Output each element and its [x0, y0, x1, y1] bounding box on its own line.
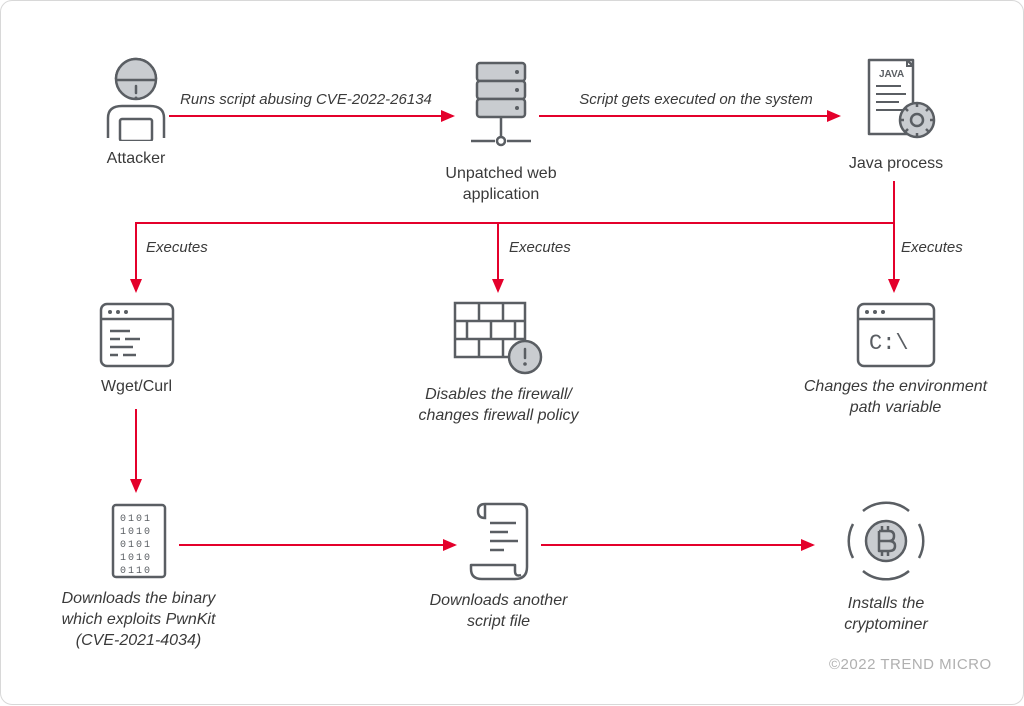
scroll-icon [464, 501, 534, 583]
svg-text:JAVA: JAVA [879, 69, 904, 80]
node-cryptominer: B Installs th [811, 496, 961, 636]
crypto-icon: B [839, 496, 934, 586]
attacker-label: Attacker [91, 149, 181, 170]
svg-text:0110: 0110 [120, 566, 152, 577]
node-firewall: Disables the firewall/changes firewall p… [401, 299, 596, 427]
edge-label-2: Executes [146, 239, 208, 256]
firewall-label: Disables the firewall/changes firewall p… [401, 385, 596, 427]
svg-text:1010: 1010 [120, 527, 152, 538]
envpath-label: Changes the environmentpath variable [798, 377, 993, 419]
node-java: JAVA Java process [841, 56, 951, 175]
webapp-label: Unpatched web application [406, 164, 596, 206]
node-attacker: Attacker [91, 56, 181, 170]
node-binary: 0101 1010 0101 1010 0110 Downloads the b… [51, 501, 226, 651]
wget-label: Wget/Curl [89, 377, 184, 398]
edge-label-4: Executes [901, 239, 963, 256]
java-label: Java process [841, 154, 951, 175]
svg-text:1010: 1010 [120, 553, 152, 564]
node-wget: Wget/Curl [89, 301, 184, 398]
terminal-window-icon [98, 301, 176, 369]
svg-text:0101: 0101 [120, 540, 152, 551]
cmd-window-icon: C:\ [855, 301, 937, 369]
binary-file-icon: 0101 1010 0101 1010 0110 [109, 501, 169, 581]
attacker-icon [96, 56, 176, 141]
edge-label-3: Executes [509, 239, 571, 256]
svg-text:0101: 0101 [120, 514, 152, 525]
cryptominer-label: Installs thecryptominer [811, 594, 961, 636]
java-process-icon: JAVA [851, 56, 941, 146]
node-webapp: Unpatched web application [406, 61, 596, 206]
edge-label-0: Runs script abusing CVE-2022-26134 [171, 91, 441, 108]
edge-label-1: Script gets executed on the system [561, 91, 831, 108]
copyright-text: ©2022 TREND MICRO [829, 656, 992, 673]
script2-label: Downloads anotherscript file [421, 591, 576, 633]
server-icon [465, 61, 537, 156]
firewall-icon [451, 299, 546, 377]
node-envpath: C:\ Changes the environmentpath variable [798, 301, 993, 419]
node-script2: Downloads anotherscript file [421, 501, 576, 633]
binary-label: Downloads the binarywhich exploits PwnKi… [51, 589, 226, 651]
svg-text:C:\: C:\ [869, 331, 909, 356]
